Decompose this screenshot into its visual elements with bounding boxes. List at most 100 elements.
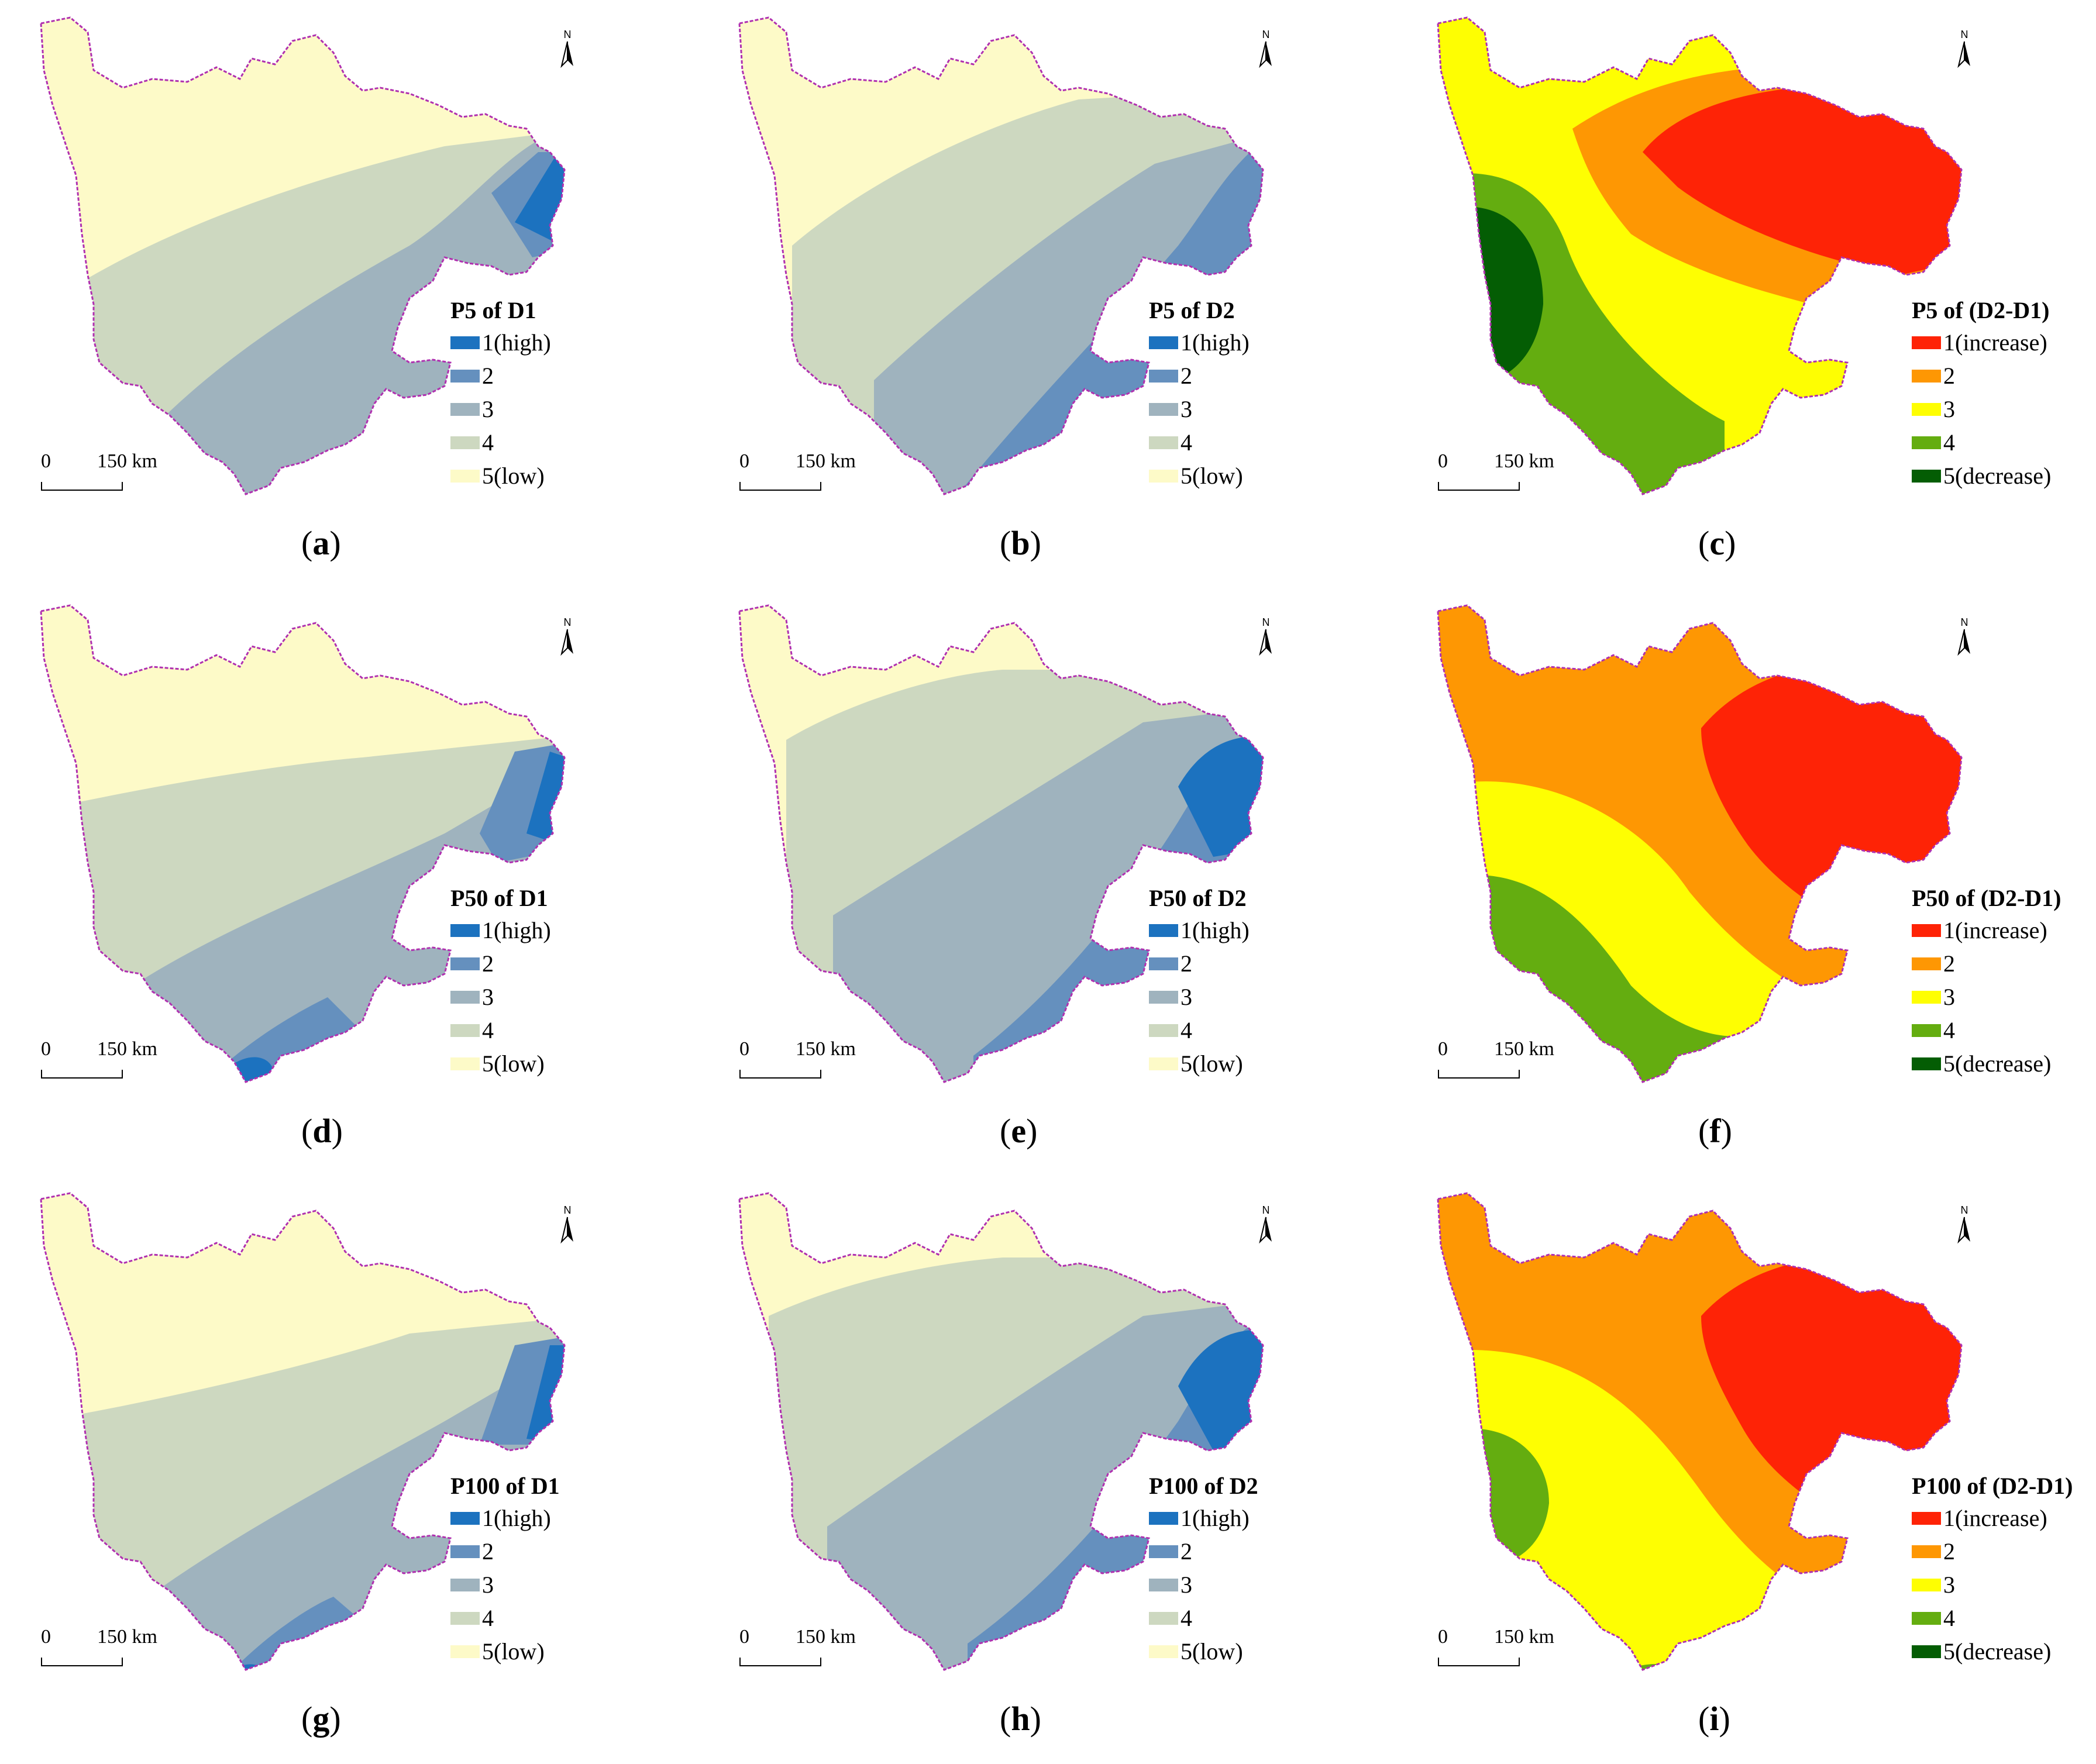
scale-line: [1438, 1658, 1520, 1666]
panel-caption: (h): [1000, 1700, 1041, 1738]
scale-zero-label: 0: [739, 1626, 749, 1648]
legend-title: P5 of D1: [450, 297, 536, 323]
legend-label: 5(decrease): [1943, 1638, 2052, 1665]
scale-distance-label: 150 km: [796, 1626, 856, 1648]
scale-line: [739, 482, 821, 491]
scale-zero-label: 0: [41, 1038, 51, 1060]
panel-caption-letter: i: [1709, 1700, 1719, 1738]
scale-distance-label: 150 km: [97, 1626, 157, 1648]
province-boundary: [1437, 1192, 1963, 1671]
legend-item: 5(low): [450, 1635, 560, 1668]
panel-caption: (c): [1698, 524, 1736, 562]
legend-swatch: [450, 402, 480, 416]
legend-swatch: [1149, 990, 1178, 1004]
legend-item: 1(high): [450, 1501, 560, 1535]
map-panel-d: N 0 150 km P50 of D1 1(high) 2 3 4 5(low) (d): [0, 588, 698, 1176]
scale-line: [41, 482, 123, 491]
legend-item: 4: [1912, 1601, 2073, 1635]
legend-swatch: [450, 336, 480, 349]
scale-zero-label: 0: [1438, 1038, 1448, 1060]
choropleth-map: [1437, 1192, 1963, 1755]
panel-caption: (g): [301, 1700, 341, 1738]
legend-swatch: [450, 1057, 480, 1070]
north-arrow-icon: N: [1254, 1202, 1278, 1249]
legend-swatch: [1912, 1545, 1941, 1558]
north-label: N: [1961, 1204, 1968, 1216]
legend-label: 5(low): [482, 1638, 545, 1665]
panel-caption: (a): [301, 524, 341, 562]
legend-swatch: [450, 1511, 480, 1525]
legend-label: 3: [1943, 984, 1955, 1010]
legend-label: 4: [482, 1017, 494, 1043]
scale-distance-label: 150 km: [1494, 1038, 1554, 1060]
legend-label: 1(increase): [1943, 329, 2047, 356]
legend-item: 5(decrease): [1912, 1047, 2061, 1080]
legend-label: 2: [482, 950, 494, 977]
legend-label: 5(decrease): [1943, 1050, 2052, 1077]
panel-caption: (e): [1000, 1112, 1038, 1150]
legend-item: 5(low): [1149, 459, 1250, 492]
legend-swatch: [1912, 402, 1941, 416]
legend-label: 1(high): [1180, 1505, 1250, 1531]
legend-swatch: [1912, 1578, 1941, 1591]
zone-class-5: [1613, 1731, 1643, 1755]
north-arrow-icon: N: [1953, 614, 1976, 661]
legend-label: 4: [1180, 1017, 1192, 1043]
legend-label: 2: [482, 1538, 494, 1565]
legend-swatch: [1149, 1645, 1178, 1658]
legend-label: 4: [1943, 429, 1955, 456]
scale-zero-label: 0: [739, 1038, 749, 1060]
legend-label: 1(increase): [1943, 1505, 2047, 1531]
legend-title: P100 of (D2-D1): [1912, 1473, 2073, 1499]
legend-label: 5(low): [482, 463, 545, 489]
legend-title: P100 of D2: [1149, 1473, 1258, 1499]
legend-item: 2: [450, 359, 551, 392]
map-legend: P50 of D1 1(high) 2 3 4 5(low): [450, 883, 551, 1080]
panel-caption: (i): [1698, 1700, 1730, 1738]
scale-distance-label: 150 km: [1494, 450, 1554, 472]
legend-item: 2: [450, 947, 551, 980]
map-legend: P100 of D1 1(high) 2 3 4 5(low): [450, 1471, 560, 1668]
scale-line: [1438, 1070, 1520, 1079]
zone-class-1: [228, 1345, 565, 1670]
legend-title: P50 of D2: [1149, 885, 1247, 911]
legend-label: 1(high): [482, 1505, 551, 1531]
choropleth-map: [40, 1192, 566, 1671]
legend-label: 4: [1943, 1017, 1955, 1043]
legend-swatch: [1149, 957, 1178, 970]
panel-caption: (d): [301, 1112, 343, 1150]
legend-swatch: [450, 436, 480, 449]
north-arrow-icon: N: [1254, 26, 1278, 73]
legend-item: 3: [1149, 980, 1250, 1014]
legend-item: 5(decrease): [1912, 1635, 2073, 1668]
panel-caption-letter: e: [1011, 1112, 1027, 1150]
legend-item: 1(increase): [1912, 1501, 2073, 1535]
legend-swatch: [1149, 1511, 1178, 1525]
legend-label: 3: [1943, 396, 1955, 422]
legend-label: 3: [1943, 1572, 1955, 1598]
legend-swatch: [1912, 1611, 1941, 1625]
legend-swatch: [1149, 1611, 1178, 1625]
scale-zero-label: 0: [739, 450, 749, 472]
scale-zero-label: 0: [1438, 450, 1448, 472]
legend-label: 2: [1180, 363, 1192, 389]
legend-swatch: [450, 1645, 480, 1658]
legend-title: P50 of (D2-D1): [1912, 885, 2061, 911]
legend-swatch: [1912, 990, 1941, 1004]
province-boundary: [40, 604, 566, 1083]
legend-item: 3: [450, 392, 551, 426]
legend-swatch: [1912, 369, 1941, 383]
legend-swatch: [1149, 924, 1178, 937]
legend-swatch: [450, 1024, 480, 1037]
legend-item: 3: [1912, 1568, 2073, 1601]
legend-item: 2: [1912, 947, 2061, 980]
legend-label: 5(low): [482, 1050, 545, 1077]
scale-line: [739, 1070, 821, 1079]
legend-item: 3: [1912, 392, 2051, 426]
north-label: N: [1262, 616, 1270, 628]
panel-caption-letter: c: [1709, 524, 1725, 562]
legend-label: 3: [482, 984, 494, 1010]
province-boundary: [40, 1192, 566, 1671]
choropleth-map: [738, 1192, 1264, 1671]
legend-item: 5(low): [1149, 1635, 1258, 1668]
